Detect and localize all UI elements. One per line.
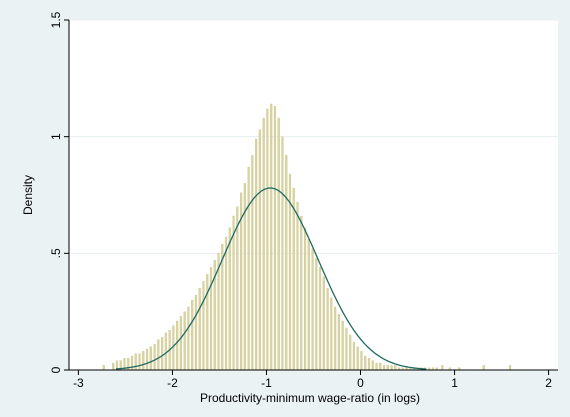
histogram-bar-76 xyxy=(394,365,396,370)
histogram-bar-40 xyxy=(259,130,261,370)
y-tick-label-1: .5 xyxy=(49,248,63,258)
histogram-bar-52 xyxy=(304,228,306,370)
histogram-bar-45 xyxy=(278,118,280,370)
histogram-bar-47 xyxy=(285,155,287,370)
histogram-bar-72 xyxy=(379,363,381,370)
histogram-bar-46 xyxy=(282,137,284,370)
histogram-bar-59 xyxy=(330,298,332,370)
histogram-bar-56 xyxy=(319,267,321,370)
y-tick-label-0: 0 xyxy=(49,366,63,373)
histogram-bar-0 xyxy=(103,365,105,370)
histogram-bar-69 xyxy=(368,358,370,370)
y-axis-title: Density xyxy=(21,175,35,215)
histogram-bar-42 xyxy=(266,109,268,370)
histogram-bar-66 xyxy=(357,347,359,370)
histogram-bar-10 xyxy=(146,349,148,370)
histogram-bar-71 xyxy=(376,363,378,370)
histogram-bar-9 xyxy=(142,351,144,370)
histogram-bar-11 xyxy=(150,347,152,370)
histogram-bar-74 xyxy=(387,365,389,370)
x-tick-label-1: -2 xyxy=(167,376,178,390)
histogram-bar-15 xyxy=(165,333,167,370)
histogram-bar-49 xyxy=(293,188,295,370)
histogram-bar-25 xyxy=(203,281,205,370)
histogram-bar-18 xyxy=(176,321,178,370)
y-tick-labels: 0 .5 1 1.5 xyxy=(49,11,69,373)
histogram-bar-30 xyxy=(221,244,223,370)
histogram-bar-38 xyxy=(251,155,253,370)
histogram-bar-68 xyxy=(364,356,366,370)
histogram-bar-20 xyxy=(184,312,186,370)
histogram-bar-13 xyxy=(157,340,159,370)
histogram-bar-7 xyxy=(135,354,137,370)
histogram-bar-14 xyxy=(161,337,163,370)
histogram-bar-92 xyxy=(509,365,511,370)
histogram-bar-67 xyxy=(361,351,363,370)
x-tick-label-0: -3 xyxy=(73,376,84,390)
histogram-bar-51 xyxy=(300,216,302,370)
x-axis-title: Productivity-minimum wage-ratio (in logs… xyxy=(200,391,420,405)
histogram-bar-26 xyxy=(206,274,208,370)
histogram-bar-31 xyxy=(225,237,227,370)
histogram-bar-64 xyxy=(349,335,351,370)
y-tick-label-2: 1 xyxy=(49,133,63,140)
histogram-bar-23 xyxy=(195,295,197,370)
histogram-bar-61 xyxy=(338,314,340,370)
x-tick-label-4: 1 xyxy=(451,376,458,390)
histogram-bar-88 xyxy=(441,365,443,370)
histogram-bar-39 xyxy=(255,139,257,370)
histogram-bar-73 xyxy=(383,365,385,370)
histogram-bar-75 xyxy=(391,365,393,370)
histogram-bar-24 xyxy=(199,288,201,370)
histogram-bar-1 xyxy=(112,363,114,370)
histogram-bar-58 xyxy=(327,288,329,370)
histogram-bar-57 xyxy=(323,277,325,370)
histogram-bar-33 xyxy=(233,216,235,370)
histogram-bar-62 xyxy=(342,321,344,370)
histogram-bar-55 xyxy=(315,258,317,370)
histogram-bar-41 xyxy=(263,118,265,370)
histogram-bar-22 xyxy=(191,300,193,370)
x-tick-labels: -3 -2 -1 0 1 2 xyxy=(73,370,552,390)
histogram-bar-12 xyxy=(154,344,156,370)
histogram-bar-91 xyxy=(483,365,485,370)
histogram-bar-37 xyxy=(248,167,250,370)
histogram-bar-34 xyxy=(236,207,238,370)
x-tick-label-3: 0 xyxy=(357,376,364,390)
histogram-bar-19 xyxy=(180,316,182,370)
histogram-bar-54 xyxy=(312,249,314,370)
histogram-bar-43 xyxy=(270,104,272,370)
histogram-bar-21 xyxy=(187,307,189,370)
histogram-bar-65 xyxy=(353,342,355,370)
histogram-bar-70 xyxy=(372,361,374,370)
histogram-bar-32 xyxy=(229,228,231,370)
x-tick-label-2: -1 xyxy=(261,376,272,390)
histogram-bar-44 xyxy=(274,106,276,370)
histogram-bar-50 xyxy=(297,202,299,370)
y-tick-label-3: 1.5 xyxy=(49,11,63,28)
x-tick-label-5: 2 xyxy=(545,376,552,390)
histogram-bar-8 xyxy=(139,354,141,370)
histogram-bar-60 xyxy=(334,307,336,370)
histogram-bar-53 xyxy=(308,239,310,370)
histogram-bar-63 xyxy=(345,328,347,370)
